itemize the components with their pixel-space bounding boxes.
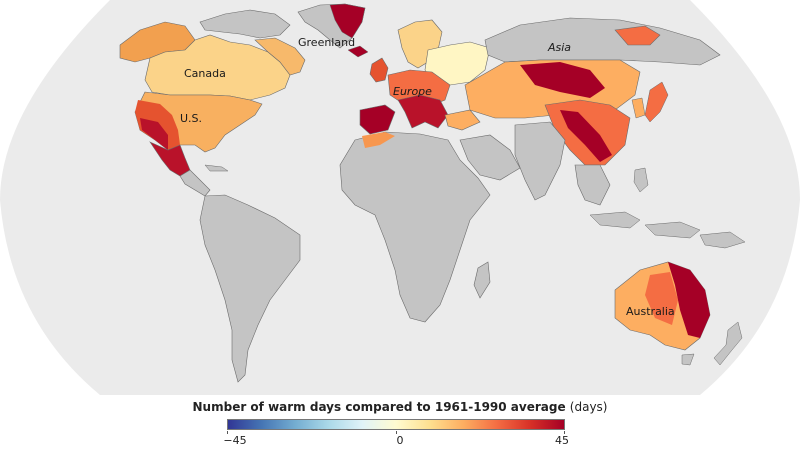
south-america (199, 194, 301, 383)
world-map: Greenland Canada U.S. Europe Asia Austra… (0, 0, 800, 395)
label-greenland: Greenland (298, 36, 355, 49)
tick-max (564, 431, 565, 434)
indonesia (589, 211, 701, 239)
china-hot-diagonal (560, 110, 612, 162)
tick-min (227, 431, 228, 434)
legend-title: Number of warm days compared to 1961-199… (192, 400, 566, 414)
central-america (179, 169, 211, 197)
tick-mid (396, 431, 397, 434)
arabian-peninsula (459, 134, 521, 181)
label-asia: Asia (547, 41, 571, 54)
greenland-hot-east (329, 3, 366, 39)
label-australia: Australia (626, 305, 675, 318)
italy-balkans (397, 94, 449, 129)
label-europe: Europe (393, 85, 432, 98)
britain (369, 57, 389, 83)
legend-title-wrap: Number of warm days compared to 1961-199… (0, 400, 800, 414)
japan (644, 81, 669, 123)
legend: Number of warm days compared to 1961-199… (0, 396, 800, 450)
tick-label-mid: 0 (396, 434, 404, 447)
new-zealand (713, 321, 743, 366)
far-east-russia (614, 25, 661, 46)
colorbar (227, 419, 565, 430)
australia (614, 261, 743, 366)
india (514, 121, 566, 201)
australia-east-hot (668, 262, 710, 338)
australia-central (645, 272, 678, 325)
north-africa-warm (362, 132, 395, 148)
caribbean (204, 164, 229, 172)
tick-label-min: −45 (223, 434, 247, 447)
canada-northeast (254, 37, 306, 76)
madagascar (473, 261, 491, 299)
africa (339, 131, 491, 323)
arctic-islands (199, 9, 291, 39)
mongolia-hotspot (520, 62, 605, 98)
label-canada: Canada (184, 67, 226, 80)
tasmania (681, 353, 695, 366)
iberia (359, 104, 396, 135)
iceland (347, 45, 369, 58)
philippines (633, 167, 649, 193)
north-america (119, 9, 306, 197)
southeast-asia (574, 164, 611, 206)
label-us: U.S. (180, 112, 202, 125)
asia (464, 17, 746, 249)
turkey (444, 109, 481, 131)
tick-label-max: 45 (555, 434, 569, 447)
us-southwest-core (140, 118, 168, 150)
legend-unit: (days) (569, 400, 608, 414)
europe (359, 19, 491, 135)
greenland (297, 3, 369, 58)
papua (699, 231, 746, 249)
